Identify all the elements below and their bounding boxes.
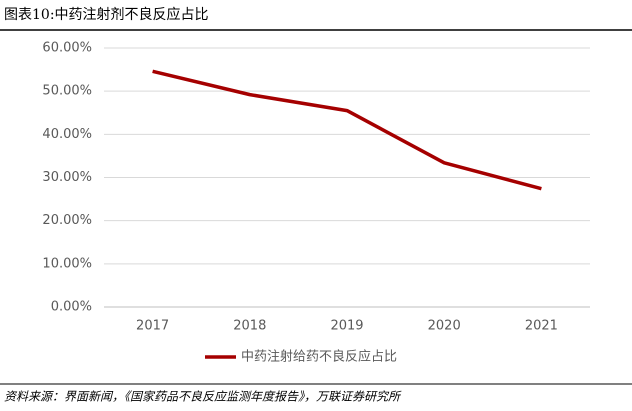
x-tick-label: 2017	[136, 319, 169, 334]
legend-text: 中药注射给药不良反应占比	[241, 349, 397, 365]
chart-title: 图表10:中药注射剂不良反应占比	[4, 6, 209, 23]
y-tick-label: 30.00%	[42, 170, 92, 185]
x-tick-label: 2019	[330, 319, 363, 334]
y-tick-label: 50.00%	[42, 84, 92, 99]
source-note: 资料来源：界面新闻，《国家药品不良反应监测年度报告》，万联证券研究所	[4, 390, 402, 404]
series-line	[152, 69, 542, 191]
y-tick-label: 40.00%	[42, 127, 92, 142]
y-tick-label: 0.00%	[51, 300, 92, 315]
x-tick-label: 2018	[233, 319, 266, 334]
y-tick-label: 10.00%	[42, 256, 92, 271]
x-tick-label: 2021	[525, 319, 558, 334]
x-tick-label: 2020	[428, 319, 461, 334]
y-tick-label: 20.00%	[42, 213, 92, 228]
y-tick-label: 60.00%	[42, 41, 92, 56]
